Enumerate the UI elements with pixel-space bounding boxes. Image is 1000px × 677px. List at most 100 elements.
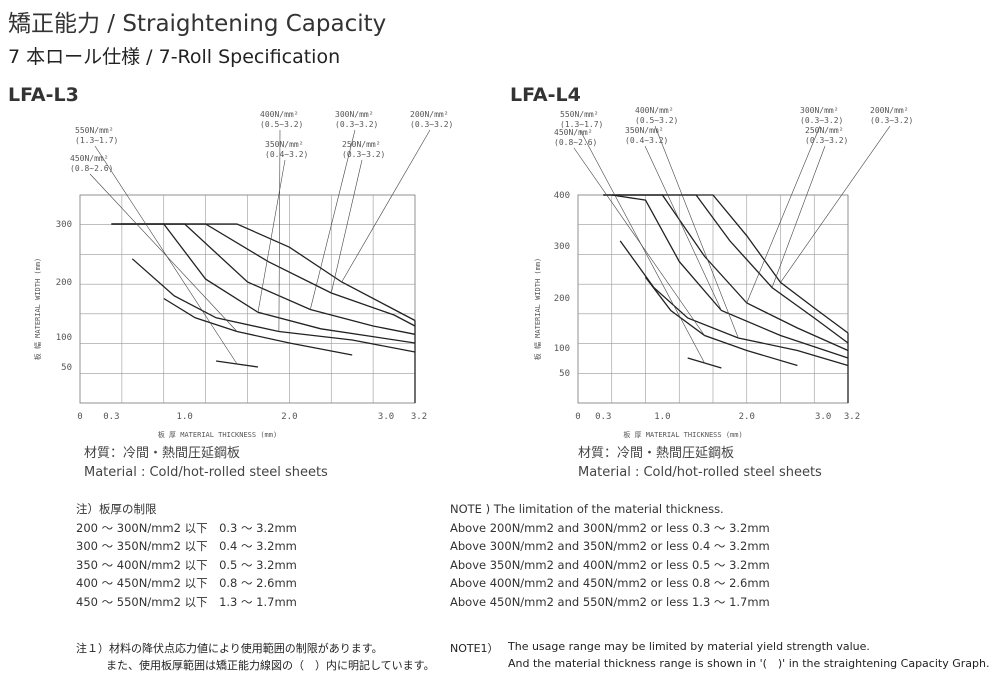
note-jp-row: 400 ～ 450N/mm2 以下 0.8 ～ 2.6mm: [76, 576, 297, 590]
x-tick-label: 3.0: [378, 412, 394, 422]
y-axis-label: 板 幅 MATERIAL WIDTH (mm): [533, 258, 542, 361]
note-jp-row: 450 ～ 550N/mm2 以下 1.3 ～ 1.7mm: [76, 594, 297, 609]
chart-title-lfa-l4: LFA-L4: [510, 84, 581, 106]
x-axis-label: 板 厚 MATERIAL THICKNESS (mm): [158, 430, 277, 439]
note-jp-row: 350 ～ 400N/mm2 以下 0.5 ～ 3.2mm: [76, 557, 297, 572]
leader-line: [644, 145, 722, 311]
series-label-name: 350N/mm²: [625, 126, 664, 135]
x-tick-label: 2.0: [739, 412, 755, 422]
leader-line: [330, 159, 363, 294]
series-label-range: (1.3~1.7): [560, 120, 603, 129]
footnote-jp: 注１）材料の降伏点応力値により使用範囲の制限があります。 また、使用板厚範囲は矯…: [76, 640, 435, 674]
series-label-range: (0.5~3.2): [635, 116, 678, 125]
series-label-range: (0.5~3.2): [260, 120, 303, 129]
y-tick-label: 100: [554, 344, 570, 354]
series-line-300: [603, 194, 849, 352]
x-tick-label: 0: [77, 412, 82, 422]
leader-line: [654, 125, 739, 339]
note-jp-row: 300 ～ 350N/mm2 以下 0.4 ～ 3.2mm: [76, 539, 297, 553]
series-label-name: 300N/mm²: [800, 106, 839, 115]
leader-line: [780, 125, 891, 283]
leader-line: [746, 125, 821, 304]
x-axis-label: 板 厚 MATERIAL THICKNESS (mm): [623, 430, 742, 439]
chart-title-lfa-l3: LFA-L3: [8, 84, 79, 106]
footnote-en-label: NOTE1）: [450, 642, 499, 655]
note-en-title: NOTE ) The limitation of the material th…: [450, 502, 724, 516]
material-jp: 材質：冷間・熱間圧延鋼板: [578, 446, 735, 461]
footnote-jp-line1: 注１）材料の降伏点応力値により使用範囲の制限があります。: [76, 642, 383, 655]
series-line-550: [216, 360, 259, 368]
material-en: Material : Cold/hot-rolled steel sheets: [578, 465, 822, 480]
y-tick-label: 200: [56, 278, 72, 288]
series-label-name: 300N/mm²: [335, 110, 374, 119]
series-line-550: [687, 357, 722, 369]
footnote-en-line1: The usage range may be limited by materi…: [508, 640, 870, 653]
series-label-range: (0.3~3.2): [805, 136, 848, 145]
leader-line: [257, 159, 286, 313]
x-tick-label: 0: [575, 412, 580, 422]
page-subtitle: 7 本ロール仕様 / 7-Roll Specification: [8, 46, 341, 68]
note-jp-title: 注）板厚の制限: [76, 502, 157, 516]
x-tick-label: 3.2: [411, 412, 427, 422]
x-tick-label: 2.0: [281, 412, 297, 422]
series-label-range: (1.3~1.7): [75, 136, 118, 145]
series-label-range: (0.4~3.2): [265, 150, 308, 159]
y-tick-label: 200: [554, 294, 570, 304]
footnote-en: NOTE1） The usage range may be limited by…: [450, 638, 989, 672]
footnote-en-line2: And the material thickness range is show…: [508, 657, 990, 670]
y-tick-label: 300: [554, 242, 570, 252]
leader-line: [771, 145, 826, 288]
series-label-range: (0.4~3.2): [625, 136, 668, 145]
note-en-row: Above 300N/mm2 and 350N/mm2 or less 0.4 …: [450, 539, 770, 553]
series-line-400: [131, 258, 416, 353]
material-label-left: 材質：冷間・熱間圧延鋼板 Material : Cold/hot-rolled …: [84, 444, 328, 482]
chart-lfa-l3: 50 100 200 300 0 0.3 1.0 2.0 3.0 3.2 板 厚 MATERIAL …: [33, 110, 453, 439]
series-label-range: (0.3~3.2): [410, 120, 453, 129]
note-en-row: Above 400N/mm2 and 450N/mm2 or less 0.8 …: [450, 576, 770, 590]
material-jp: 材質：冷間・熱間圧延鋼板: [84, 446, 241, 461]
x-tick-label: 3.0: [815, 412, 831, 422]
series-label-range: (0.3~3.2): [870, 116, 913, 125]
series-line-350: [121, 223, 416, 344]
series-label-name: 400N/mm²: [635, 106, 674, 115]
leader-line: [278, 129, 281, 332]
note-jp: 注）板厚の制限 200 ～ 300N/mm2 以下 0.3 ～ 3.2mm 30…: [76, 500, 297, 611]
y-tick-label: 50: [61, 363, 72, 373]
series-line-250: [111, 223, 416, 327]
y-tick-label: 400: [554, 191, 570, 201]
leader-line: [89, 173, 238, 332]
footnote-jp-line2: また、使用板厚範囲は矯正能力線図の（ ）内に明記しています。: [106, 659, 435, 672]
x-tick-label: 3.2: [844, 412, 860, 422]
series-label-name: 550N/mm²: [560, 110, 599, 119]
x-tick-label: 0.3: [103, 412, 119, 422]
series-label-name: 200N/mm²: [870, 106, 909, 115]
series-label-range: (0.3~3.2): [800, 116, 843, 125]
series-label-name: 400N/mm²: [260, 110, 299, 119]
series-label-name: 250N/mm²: [805, 126, 844, 135]
series-label-range: (0.3~3.2): [335, 120, 378, 129]
material-label-right: 材質：冷間・熱間圧延鋼板 Material : Cold/hot-rolled …: [578, 444, 822, 482]
series-label-range: (0.8~2.6): [554, 138, 597, 147]
x-tick-label: 1.0: [177, 412, 193, 422]
chart-lfa-l4: 50 100 200 300 400 0 0.3 1.0 2.0 3.0 3.2 板 厚 MATERI…: [533, 106, 913, 439]
note-en-row: Above 450N/mm2 and 550N/mm2 or less 1.3 …: [450, 594, 770, 609]
note-en-row: Above 200N/mm2 and 300N/mm2 or less 0.3 …: [450, 520, 770, 535]
y-tick-label: 100: [56, 333, 72, 343]
leader-line: [573, 147, 705, 336]
material-en: Material : Cold/hot-rolled steel sheets: [84, 465, 328, 480]
series-line-450: [644, 276, 798, 367]
note-en: NOTE ) The limitation of the material th…: [450, 500, 770, 611]
series-label-range: (0.8~2.6): [70, 164, 113, 173]
y-axis-label: 板 幅 MATERIAL WIDTH (mm): [33, 258, 42, 361]
leader-line: [341, 129, 431, 283]
series-line-350: [611, 194, 849, 359]
x-tick-label: 1.0: [654, 412, 670, 422]
x-tick-label: 0.3: [595, 412, 611, 422]
y-tick-label: 300: [56, 220, 72, 230]
note-jp-row: 200 ～ 300N/mm2 以下 0.3 ～ 3.2mm: [76, 520, 297, 535]
series-label-name: 250N/mm²: [342, 140, 381, 149]
series-label-name: 450N/mm²: [70, 154, 109, 163]
series-line-200: [111, 223, 416, 322]
series-label-name: 450N/mm²: [554, 128, 593, 137]
series-label-range: (0.3~3.2): [342, 150, 385, 159]
